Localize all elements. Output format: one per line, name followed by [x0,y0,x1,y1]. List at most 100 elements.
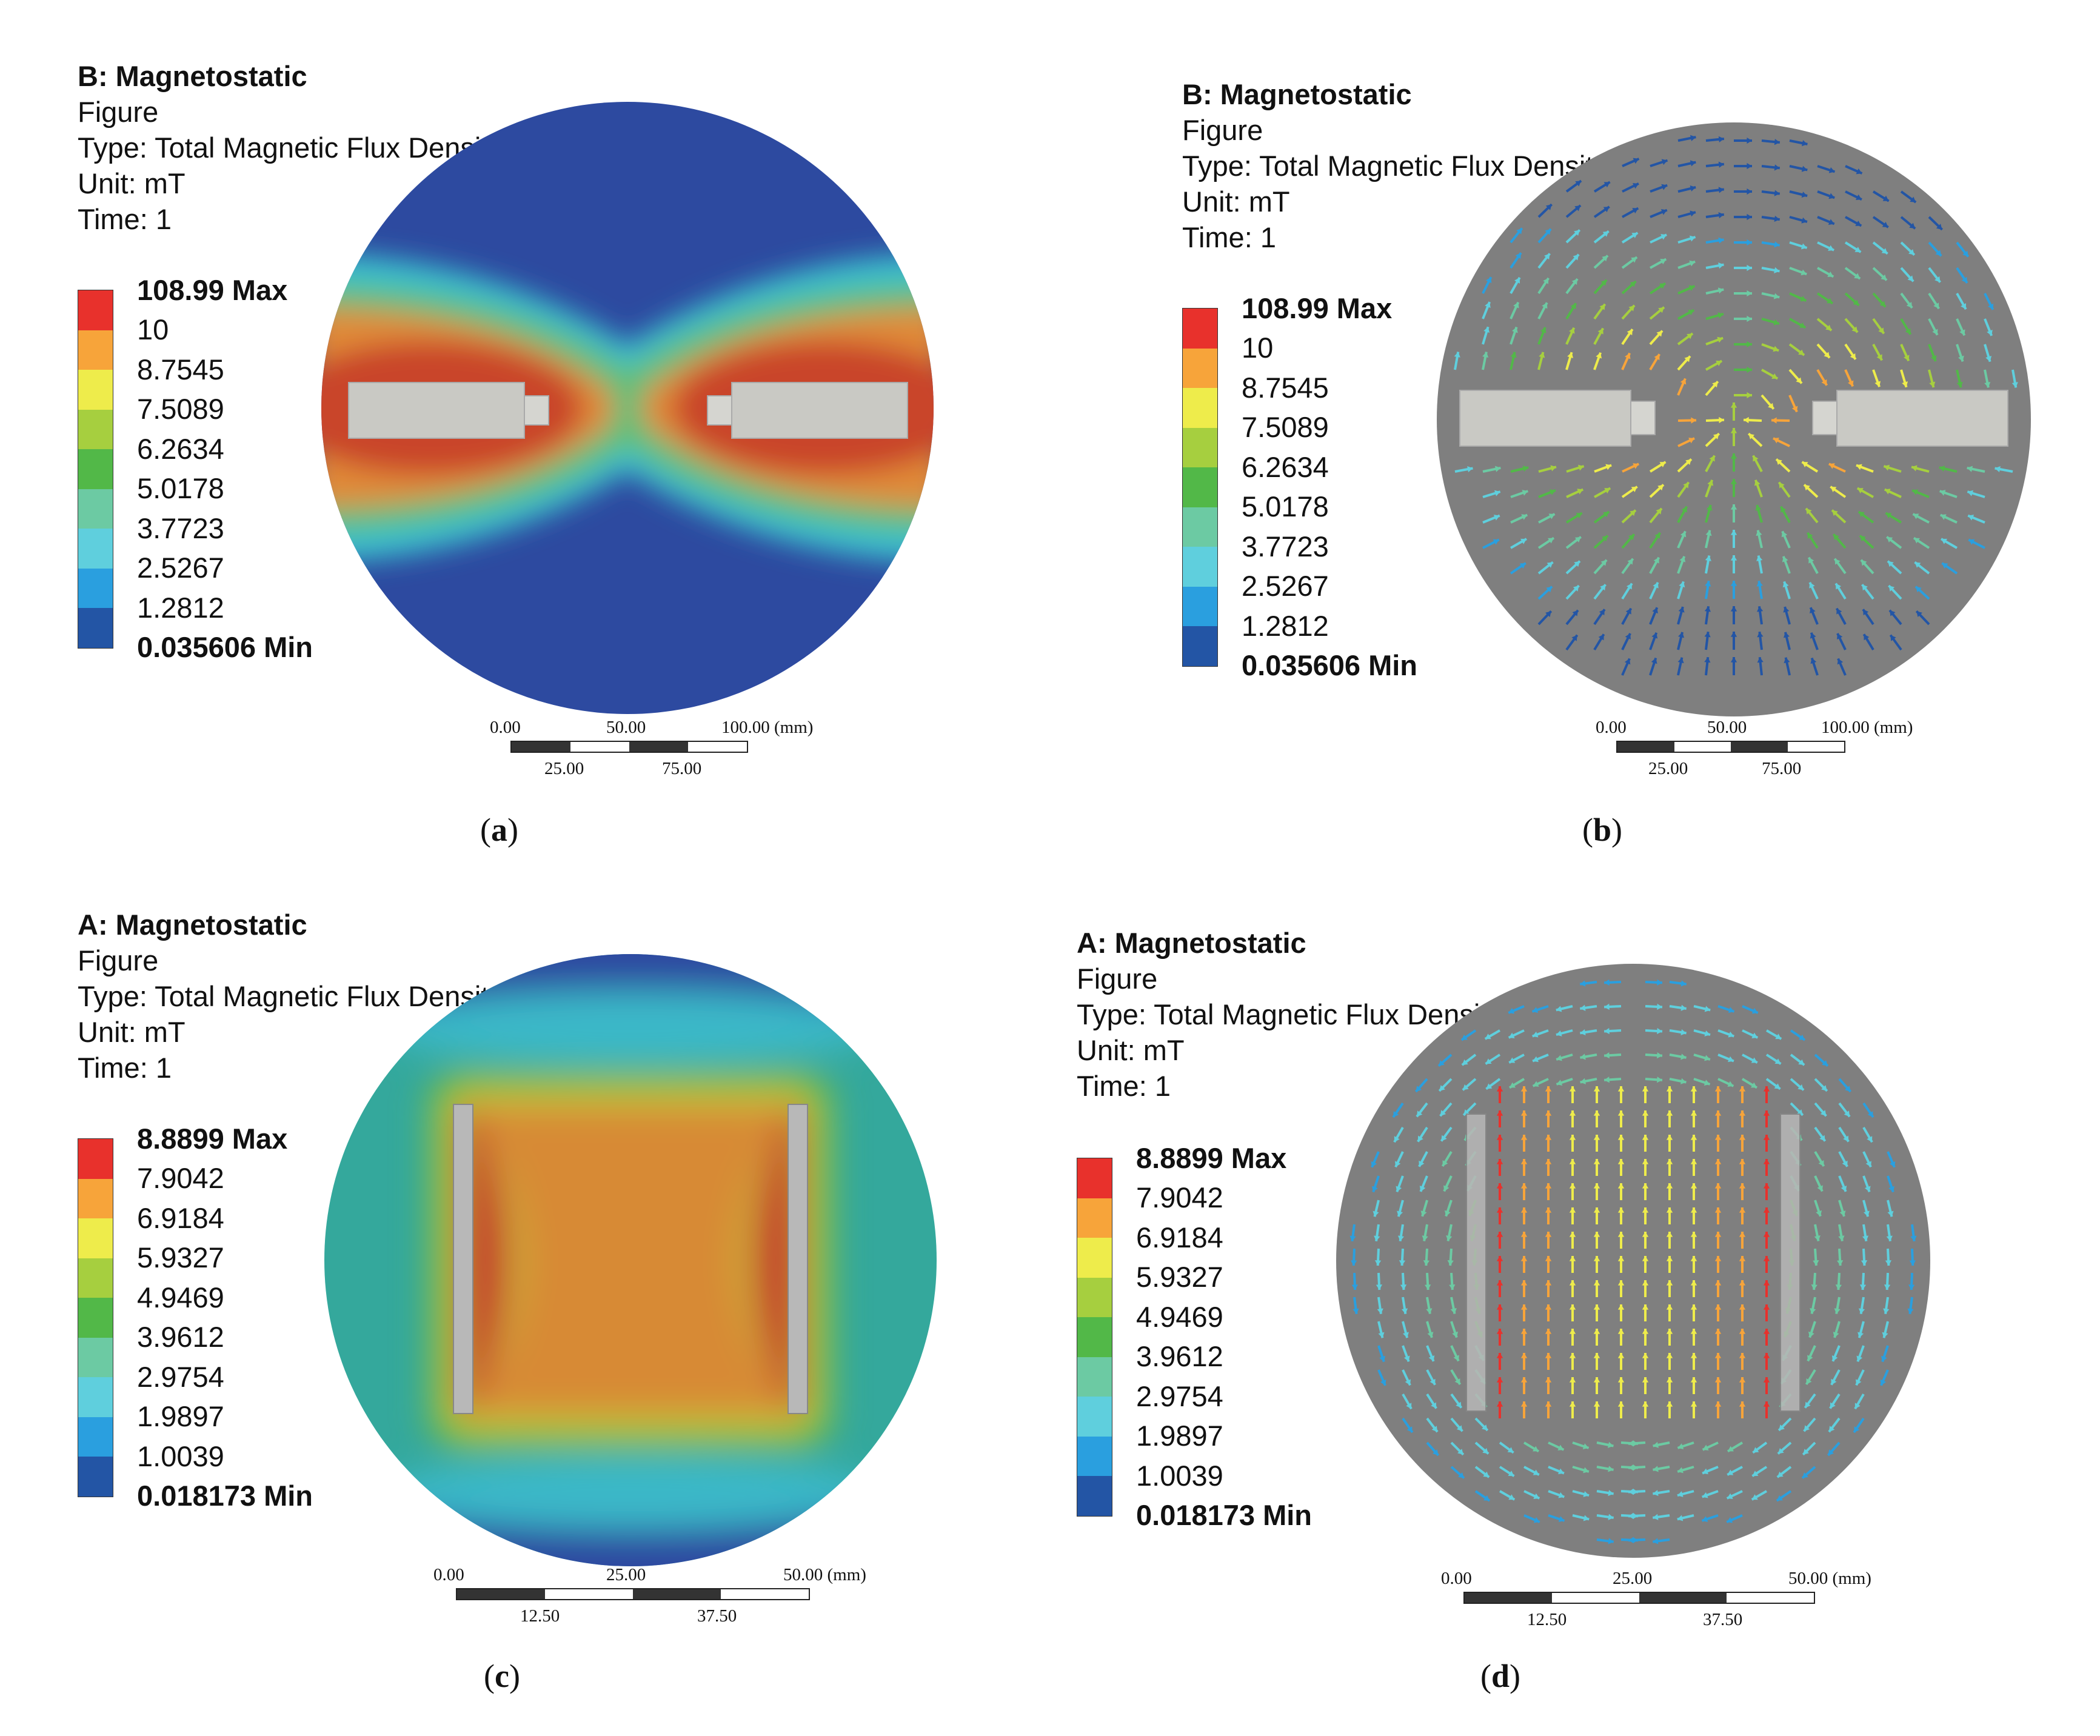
flux-arrow-head [1416,1086,1422,1092]
panel-d-time: Time: 1 [1077,1070,1171,1102]
flux-arrow-head [1600,559,1607,566]
flux-arrow-head [1380,1379,1386,1386]
flux-arrow-head [1545,611,1551,618]
flux-arrow-head [1569,1329,1576,1334]
flux-arrow-head [1747,264,1752,272]
flux-arrow-head [1704,606,1711,612]
flux-arrow-head [1599,609,1605,616]
flux-arrow-head [1603,512,1610,518]
flux-arrow-head [1689,235,1696,242]
flux-arrow-head [1395,1161,1401,1167]
legend-label: 10 [137,313,169,346]
flux-arrow-head [2011,382,2018,388]
flux-arrow-head [1730,402,1737,408]
flux-arrow-head [1809,582,1815,589]
flux-arrow-head [1827,298,1833,304]
flux-arrow-head [1453,1355,1459,1361]
flux-arrow-head [1714,1377,1722,1383]
flux-arrow-head [1401,1308,1408,1314]
flux-arrow-head [1753,455,1759,462]
panel-b-subtitle: Figure [1182,114,1263,146]
flux-arrow-head [1774,190,1780,196]
flux-arrow-head [1508,1471,1514,1477]
flux-arrow-head [1532,1007,1539,1013]
flux-arrow-head [1542,302,1548,309]
flux-arrow-head [1837,633,1843,639]
flux-arrow-head [1739,1183,1746,1189]
flux-arrow-head [1961,303,1967,310]
flux-arrow-head [1915,586,1922,593]
flux-arrow-head [1801,217,1807,224]
flux-arrow-head [1684,356,1690,362]
flux-arrow-head [1520,1159,1528,1164]
flux-arrow-head [1656,508,1662,515]
flux-arrow-head [1617,1353,1625,1358]
flux-arrow-head [1730,428,1737,433]
flux-arrow-head [1908,1284,1915,1290]
flux-arrow-head [1627,558,1633,565]
flux-arrow-head [1681,506,1687,513]
flux-arrow-head [1704,1006,1711,1012]
flux-arrow-head [1661,159,1668,165]
flux-arrow-head [1714,1183,1722,1189]
flux-arrow-head [1854,1403,1861,1409]
flux-arrow-head [1859,535,1866,542]
flux-arrow-head [1625,353,1631,359]
flux-arrow-head [1912,489,1918,495]
flux-arrow-head [1705,555,1711,561]
flux-arrow-head [1781,531,1788,538]
flux-arrow-head [1482,1447,1489,1454]
flux-arrow-head [1456,1401,1462,1408]
flux-arrow-head [1828,245,1834,251]
flux-arrow-head [1885,513,1892,519]
flux-arrow-head [1513,302,1519,309]
flux-arrow-head [1416,1110,1423,1117]
flux-arrow-head [1628,1537,1634,1543]
flux-arrow-head [1496,1086,1503,1092]
flux-arrow-head [1679,556,1686,563]
flux-arrow-head [1545,1353,1552,1358]
flux-arrow-head [1883,1308,1890,1314]
panel-b: B: Magnetostatic Figure Type: Total Magn… [1050,0,2100,868]
flux-arrow-head [1658,307,1665,313]
flux-arrow-head [1704,1030,1711,1037]
flux-arrow-head [1828,463,1835,469]
flux-arrow-head [1666,1159,1673,1164]
flux-arrow-head [1654,354,1660,361]
flux-arrow-head [1939,490,1946,496]
flux-arrow-head [1483,327,1490,333]
flux-arrow-head [1602,535,1608,542]
flux-arrow-head [1691,417,1696,424]
flux-arrow-head [1426,1308,1433,1314]
flux-arrow-head [1911,465,1918,472]
flux-arrow-head [1881,274,1887,281]
flux-arrow-head [1508,1494,1515,1500]
flux-arrow-head [1774,1083,1781,1089]
flux-arrow-head [1496,1377,1503,1383]
flux-arrow-head [1577,489,1583,495]
flux-arrow-head [1393,1111,1399,1118]
flux-arrow-head [1571,279,1578,285]
flux-arrow-head [1782,556,1788,563]
flux-arrow-head [1545,1159,1552,1164]
flux-arrow-head [1573,586,1579,592]
flux-arrow-head [1727,1469,1734,1475]
flux-arrow-head [1690,1256,1697,1261]
flux-arrow-head [1570,303,1576,310]
legend-label: 1.9897 [1136,1420,1223,1452]
flux-arrow-head [1728,1007,1734,1013]
flux-arrow-head [1690,210,1696,217]
flux-arrow-head [1642,1232,1649,1237]
flux-arrow-head [1690,1353,1697,1358]
flux-arrow-head [1419,1186,1426,1192]
flux-arrow-head [1679,581,1685,588]
panel-a-type: Type: Total Magnetic Flux Density [78,132,503,164]
flux-arrow-head [1572,610,1578,616]
flux-arrow-head [1774,267,1780,273]
flux-arrow-head [1879,301,1886,307]
flux-arrow-head [1680,980,1687,987]
flux-arrow-head [1747,213,1752,221]
flux-arrow-head [1533,1517,1540,1523]
panel-d-caption: (d) [1480,1658,1521,1694]
flux-arrow-head [1642,1401,1649,1407]
